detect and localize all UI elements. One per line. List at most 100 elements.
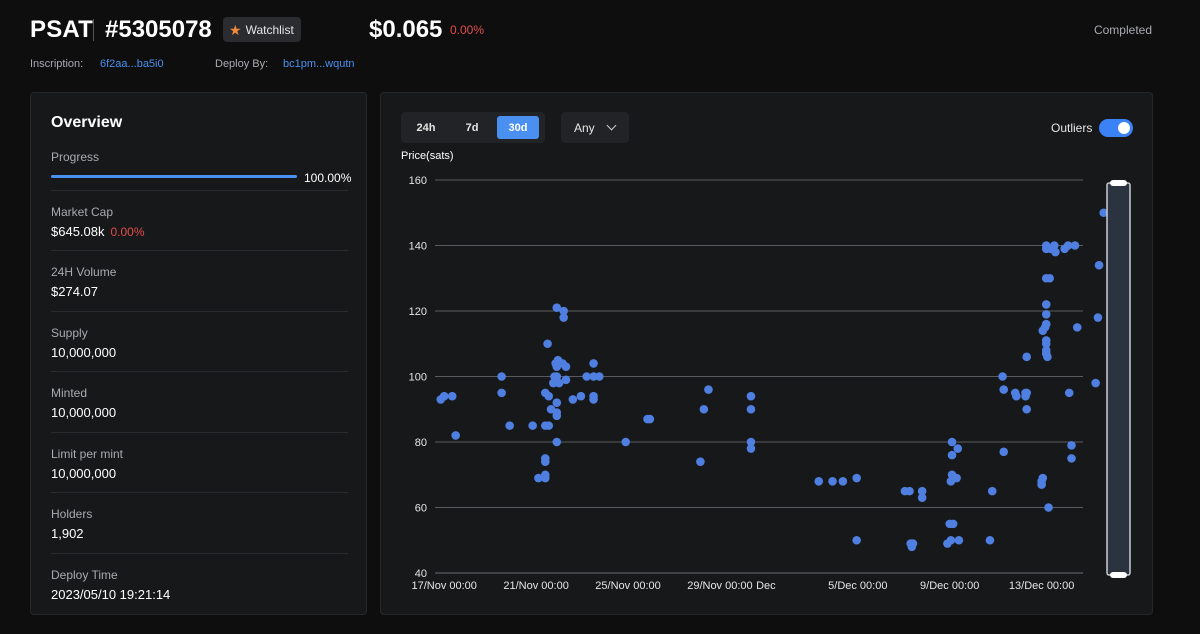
data-point xyxy=(559,306,568,316)
data-point xyxy=(1022,404,1032,414)
price-change: 0.00% xyxy=(450,23,485,37)
progress-label: Progress xyxy=(51,150,100,164)
y-tick-label: 140 xyxy=(409,241,427,253)
timeframe-24h[interactable]: 24h xyxy=(416,121,436,134)
data-point xyxy=(451,431,460,440)
overview-title: Overview xyxy=(51,114,123,131)
deploy-time-row: Deploy Time 2023/05/10 19:21:14 xyxy=(51,554,348,614)
outliers-toggle[interactable] xyxy=(1099,119,1133,137)
data-point xyxy=(1049,241,1059,250)
data-point xyxy=(1064,388,1074,398)
data-point xyxy=(1041,300,1051,309)
data-point xyxy=(554,378,564,388)
toggle-knob xyxy=(1118,122,1130,134)
overview-value: 1,902 xyxy=(51,526,84,541)
scatter-chart: 40 60 80 100 120 140 160 17/Nov 00:00 21/Nov 00:… xyxy=(409,175,1131,592)
data-point xyxy=(559,313,568,322)
data-point xyxy=(1022,352,1032,362)
data-point xyxy=(953,444,963,453)
data-point xyxy=(1067,440,1076,450)
range-slider-handle[interactable] xyxy=(1110,572,1127,578)
data-point xyxy=(947,437,957,447)
overview-label: Supply xyxy=(51,326,88,340)
y-tick-label: 160 xyxy=(409,175,427,187)
timeframe-selector: 24h 7d 30d xyxy=(401,112,545,143)
data-point xyxy=(917,486,927,496)
data-point xyxy=(1091,378,1100,388)
data-point xyxy=(852,473,861,483)
x-tick-label: 29/Nov 00:00 xyxy=(687,580,752,592)
y-tick-label: 100 xyxy=(409,372,427,384)
data-point xyxy=(746,391,756,401)
data-point xyxy=(1067,454,1076,463)
data-point xyxy=(1038,473,1048,483)
data-point xyxy=(905,486,914,496)
data-point xyxy=(948,519,958,529)
x-tick-label: Dec xyxy=(756,580,776,592)
data-point xyxy=(699,404,709,414)
data-point xyxy=(1063,241,1073,250)
data-point xyxy=(594,372,604,381)
overview-label: 24H Volume xyxy=(51,265,117,279)
volume-row: 24H Volume $274.07 xyxy=(51,251,348,312)
data-point xyxy=(1022,388,1032,398)
timeframe-7d[interactable]: 7d xyxy=(465,121,479,134)
range-slider-handle[interactable] xyxy=(1110,180,1127,186)
data-point xyxy=(1045,273,1054,283)
overview-value: 10,000,000 xyxy=(51,466,117,481)
holders-row: Holders 1,902 xyxy=(51,493,348,554)
data-point xyxy=(828,477,837,486)
market-cap-value: $645.08k xyxy=(51,224,105,239)
data-point xyxy=(1041,339,1051,349)
data-point xyxy=(582,372,591,381)
data-point xyxy=(954,535,964,545)
data-point xyxy=(568,395,578,404)
star-icon: ★ xyxy=(229,21,242,38)
data-point xyxy=(1094,260,1104,270)
data-point xyxy=(552,303,562,313)
data-point xyxy=(1041,319,1051,329)
data-point xyxy=(540,473,550,483)
market-cap-change: 0.00% xyxy=(110,225,145,239)
data-point xyxy=(589,395,598,404)
timeframe-30d[interactable]: 30d xyxy=(497,116,539,139)
outliers-label: Outliers xyxy=(1051,121,1093,135)
deployer-link[interactable]: bc1pm...wqutn xyxy=(283,58,355,70)
data-point xyxy=(838,477,848,486)
data-point xyxy=(746,444,756,453)
data-point xyxy=(1099,208,1108,218)
data-point xyxy=(917,493,927,502)
watchlist-button[interactable]: ★ Watchlist xyxy=(223,17,301,42)
data-point xyxy=(552,437,562,447)
header-divider xyxy=(93,19,94,41)
data-point xyxy=(534,473,543,483)
data-point xyxy=(696,457,705,466)
data-point xyxy=(952,473,961,483)
filter-dropdown[interactable]: Any xyxy=(561,112,629,143)
progress-value: 100.00% xyxy=(304,171,352,185)
x-tick-label: 9/Dec 00:00 xyxy=(920,580,979,592)
inscription-label: Inscription: xyxy=(30,58,84,70)
overview-value: 10,000,000 xyxy=(51,405,117,420)
overview-value: 2023/05/10 19:21:14 xyxy=(51,587,171,602)
overview-label: Limit per mint xyxy=(51,447,124,461)
y-tick-label: 120 xyxy=(409,306,427,318)
watchlist-label: Watchlist xyxy=(245,22,294,37)
data-point xyxy=(999,447,1009,457)
data-point xyxy=(552,411,562,421)
data-point xyxy=(544,391,554,401)
progress-row: Progress 100.00% xyxy=(51,149,352,191)
minted-row: Minted 10,000,000 xyxy=(51,372,348,433)
overview-label: Deploy Time xyxy=(51,568,118,582)
data-point xyxy=(561,375,571,385)
data-point xyxy=(1070,241,1080,250)
data-point xyxy=(447,391,457,401)
data-point xyxy=(947,450,957,460)
data-point xyxy=(497,388,506,398)
inscription-id-link[interactable]: 6f2aa...ba5i0 xyxy=(100,58,164,70)
range-slider[interactable] xyxy=(1106,182,1131,576)
data-point xyxy=(998,372,1007,381)
data-point xyxy=(621,437,631,447)
x-tick-label: 21/Nov 00:00 xyxy=(503,580,568,592)
data-point xyxy=(985,535,995,545)
